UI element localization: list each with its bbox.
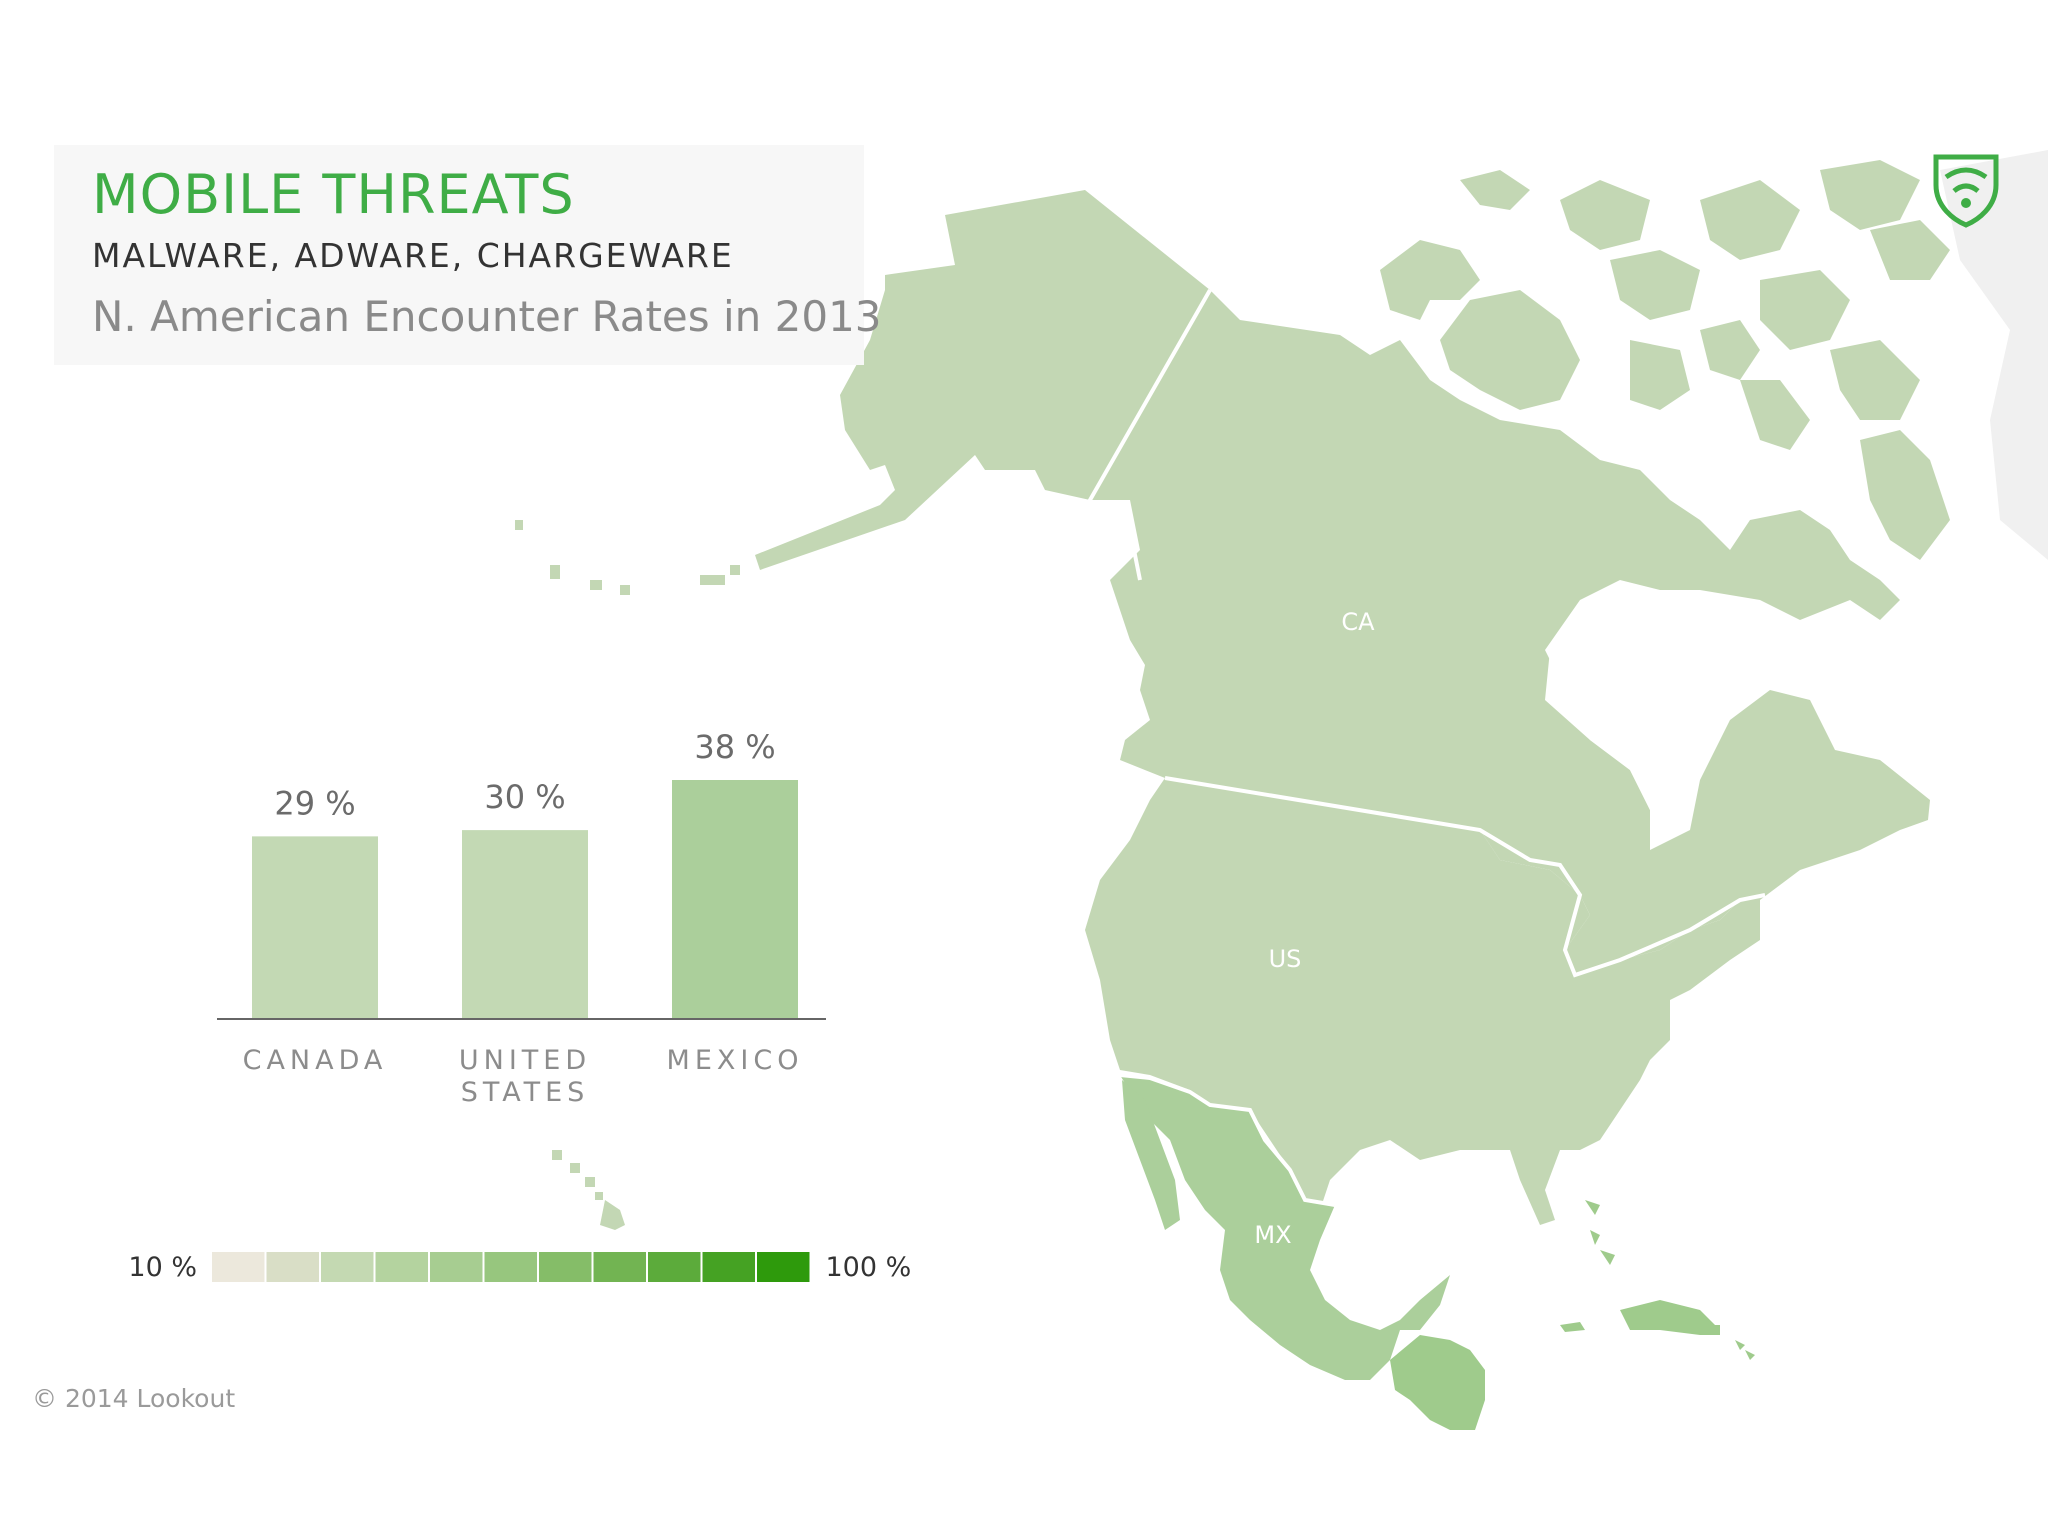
category-label: CANADA bbox=[243, 1045, 388, 1076]
bar-mexico bbox=[672, 780, 798, 1018]
bar-value-label: 30 % bbox=[484, 778, 565, 816]
category-label: UNITED bbox=[459, 1045, 591, 1076]
legend-max-label: 100 % bbox=[826, 1252, 912, 1283]
bar-united-states bbox=[462, 830, 588, 1018]
alaska-shape bbox=[755, 190, 1210, 570]
legend-swatch bbox=[702, 1252, 755, 1282]
category-label: MEXICO bbox=[667, 1045, 804, 1076]
caribbean-islands bbox=[1560, 1200, 1755, 1360]
legend-swatch bbox=[430, 1252, 483, 1282]
hudson-bay bbox=[1545, 580, 1735, 820]
legend-swatch bbox=[648, 1252, 701, 1282]
bar-value-label: 29 % bbox=[274, 784, 355, 822]
page-title: MOBILE THREATS bbox=[92, 163, 575, 226]
map-label-ca: CA bbox=[1341, 608, 1375, 636]
legend-swatch bbox=[593, 1252, 646, 1282]
map-label-us: US bbox=[1269, 945, 1302, 973]
legend-swatch bbox=[539, 1252, 592, 1282]
map-label-mx: MX bbox=[1254, 1221, 1291, 1249]
greenland-shape bbox=[1940, 150, 2048, 560]
legend-swatch bbox=[321, 1252, 374, 1282]
legend-swatch bbox=[266, 1252, 319, 1282]
central-america-shape bbox=[1390, 1335, 1485, 1430]
title-panel bbox=[54, 145, 864, 365]
legend-swatch bbox=[375, 1252, 428, 1282]
copyright-text: © 2014 Lookout bbox=[32, 1384, 236, 1413]
category-label: STATES bbox=[461, 1077, 590, 1108]
baja-shape bbox=[1122, 1080, 1180, 1230]
legend-swatch bbox=[484, 1252, 537, 1282]
hawaii-islands bbox=[552, 1150, 625, 1230]
legend-min-label: 10 % bbox=[128, 1252, 197, 1283]
legend-swatch bbox=[757, 1252, 810, 1282]
bar-canada bbox=[252, 836, 378, 1018]
lookout-shield-icon bbox=[1933, 154, 1999, 228]
bar-value-label: 38 % bbox=[694, 728, 775, 766]
page-description: N. American Encounter Rates in 2013 bbox=[92, 292, 882, 341]
border-usa-mexico bbox=[1119, 1073, 1336, 1207]
mexico-shape bbox=[1120, 1075, 1450, 1380]
border-canada-usa bbox=[1164, 776, 1766, 978]
aleutian-islands bbox=[515, 520, 740, 595]
border-alaska-canada bbox=[1087, 289, 1212, 581]
canada-shape bbox=[1090, 290, 1930, 975]
arctic-islands bbox=[1380, 160, 1950, 560]
page-subtitle: MALWARE, ADWARE, CHARGEWARE bbox=[92, 236, 734, 275]
legend-swatch bbox=[212, 1252, 265, 1282]
